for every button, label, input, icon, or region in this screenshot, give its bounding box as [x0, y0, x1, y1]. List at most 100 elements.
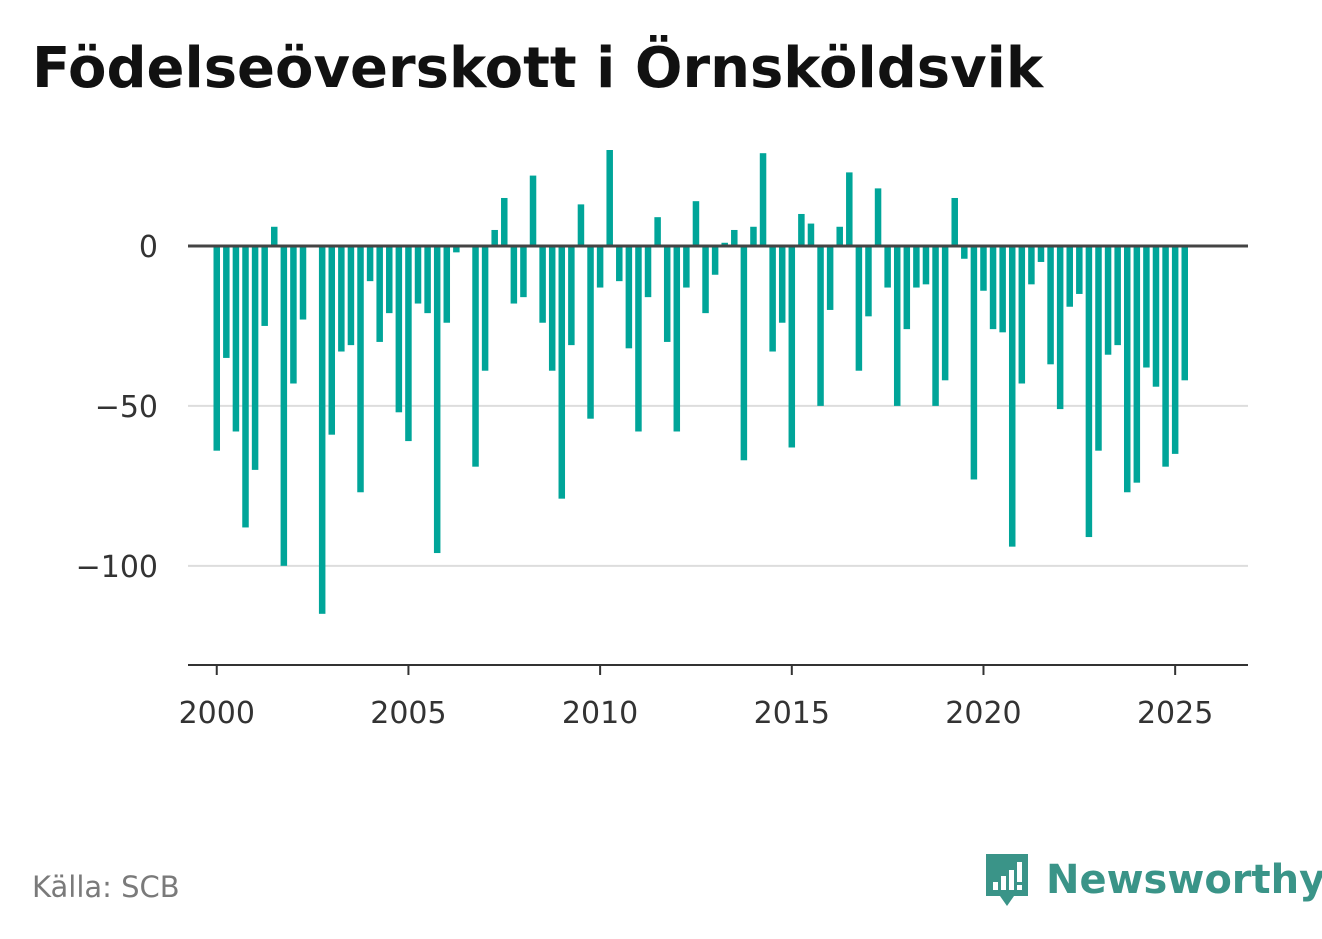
- bar: [491, 229, 498, 246]
- bar: [1076, 245, 1083, 294]
- bar: [798, 213, 805, 246]
- bar: [1018, 245, 1026, 384]
- bar: [711, 245, 719, 275]
- bar: [817, 245, 824, 406]
- bar: [865, 245, 872, 317]
- bar: [673, 245, 681, 432]
- bar: [577, 204, 585, 246]
- bar: [232, 245, 240, 432]
- bar: [596, 245, 604, 288]
- y-tick-label: −100: [76, 550, 158, 585]
- bar: [606, 150, 613, 246]
- bar: [251, 245, 259, 470]
- bar: [318, 245, 326, 614]
- source-note: Källa: SCB: [32, 870, 180, 904]
- bar: [1104, 245, 1112, 355]
- bar: [568, 245, 575, 346]
- bar: [1037, 245, 1045, 262]
- bar: [769, 245, 776, 352]
- bar: [443, 245, 451, 323]
- bar: [1095, 245, 1102, 451]
- bar: [338, 245, 345, 352]
- bar: [836, 226, 843, 246]
- brand-logo: Newsworthy: [982, 850, 1322, 910]
- bar: [242, 245, 249, 528]
- bar: [558, 245, 566, 499]
- bar: [1085, 245, 1093, 538]
- x-tick-label: 2015: [754, 696, 830, 731]
- bar: [261, 245, 268, 326]
- x-tick-label: 2020: [945, 696, 1021, 731]
- bar: [386, 245, 393, 314]
- bar: [893, 245, 901, 406]
- bar: [778, 245, 786, 323]
- bar: [980, 245, 987, 291]
- bar: [616, 245, 623, 282]
- bar: [826, 245, 834, 310]
- bar: [941, 245, 949, 381]
- bar: [932, 245, 939, 406]
- bar: [740, 245, 748, 461]
- bar: [989, 245, 997, 330]
- bar: [846, 172, 853, 246]
- bar: [271, 226, 278, 246]
- bar: [520, 245, 527, 298]
- bar: [290, 245, 297, 384]
- bar: [1114, 245, 1121, 346]
- bar: [970, 245, 978, 480]
- bar: [1171, 245, 1179, 454]
- bar: [750, 226, 757, 246]
- bar: [501, 197, 508, 246]
- bar: [1133, 245, 1141, 483]
- bar: [328, 245, 336, 435]
- bar: [529, 175, 537, 246]
- bar: [433, 245, 441, 554]
- bar: [855, 245, 863, 371]
- bar: [759, 153, 767, 246]
- x-tick-label: 2025: [1137, 696, 1213, 731]
- bar: [539, 245, 546, 323]
- bar: [731, 229, 738, 246]
- bar: [663, 245, 671, 342]
- bar: [884, 245, 891, 288]
- grid-lines: [188, 404, 1248, 567]
- bar: [347, 245, 355, 346]
- brand-name: Newsworthy: [1046, 857, 1322, 903]
- x-tick-label: 2000: [179, 696, 255, 731]
- bars: [213, 150, 1188, 614]
- bar: [424, 245, 431, 314]
- bar: [999, 245, 1006, 333]
- bar: [472, 245, 479, 467]
- bar: [683, 245, 690, 288]
- bar: [510, 245, 518, 304]
- bar: [414, 245, 422, 304]
- chart-title: Födelseöverskott i Örnsköldsvik: [32, 36, 1044, 101]
- bar: [654, 217, 661, 246]
- x-tick-label: 2010: [562, 696, 638, 731]
- y-tick-label: −50: [95, 390, 158, 425]
- bar: [903, 245, 911, 330]
- bar: [481, 245, 489, 371]
- bar: [587, 245, 594, 419]
- bar: [922, 245, 930, 285]
- bar: [625, 245, 633, 349]
- x-tick-label: 2005: [370, 696, 446, 731]
- bar: [223, 245, 230, 358]
- bar: [299, 245, 307, 320]
- bar: [405, 245, 412, 442]
- bar: [702, 245, 709, 314]
- bar: [395, 245, 403, 413]
- bar: [1066, 245, 1073, 307]
- bar: [1047, 245, 1054, 365]
- bar: [1162, 245, 1169, 467]
- bar: [213, 245, 221, 451]
- bar: [913, 245, 920, 288]
- bar: [1123, 245, 1131, 493]
- bar: [357, 245, 364, 493]
- bar: [644, 245, 652, 298]
- bar: [453, 245, 460, 253]
- bar: [376, 245, 383, 342]
- bar-chart-speech-bubble-icon: [986, 854, 1028, 906]
- bar: [807, 223, 815, 246]
